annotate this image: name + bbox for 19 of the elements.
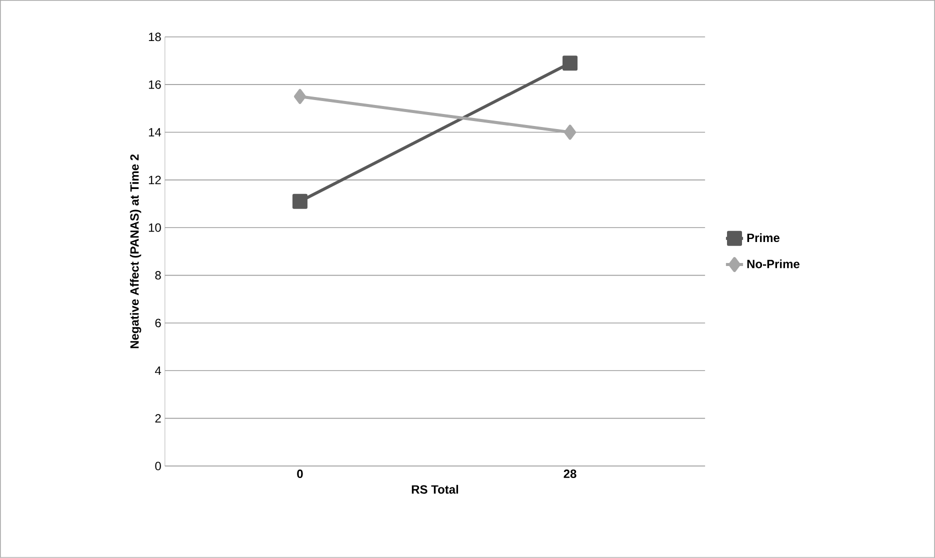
point bbox=[562, 56, 578, 71]
y-tick-label: 2 bbox=[155, 414, 161, 423]
x-tick-label: 28 bbox=[564, 470, 576, 478]
y-tick-label: 0 bbox=[155, 462, 161, 470]
y-tick-label: 4 bbox=[155, 366, 162, 375]
x-axis-title: RS Total bbox=[412, 484, 458, 494]
point bbox=[294, 89, 306, 104]
y-tick-label: 14 bbox=[148, 128, 162, 136]
y-tick-label: 12 bbox=[148, 176, 161, 184]
legend-label: Prime bbox=[747, 233, 780, 242]
point bbox=[564, 124, 576, 140]
legend-label: No-Prime bbox=[747, 259, 800, 268]
y-axis-title: Negative Affect (PANAS) at Time 2 bbox=[130, 154, 142, 348]
y-tick-label: 8 bbox=[155, 271, 161, 280]
y-tick-label: 18 bbox=[148, 32, 161, 42]
y-tick-label: 6 bbox=[155, 318, 161, 328]
y-tick-label: 10 bbox=[148, 223, 161, 232]
y-tick-label: 16 bbox=[148, 80, 161, 89]
point bbox=[292, 194, 308, 209]
